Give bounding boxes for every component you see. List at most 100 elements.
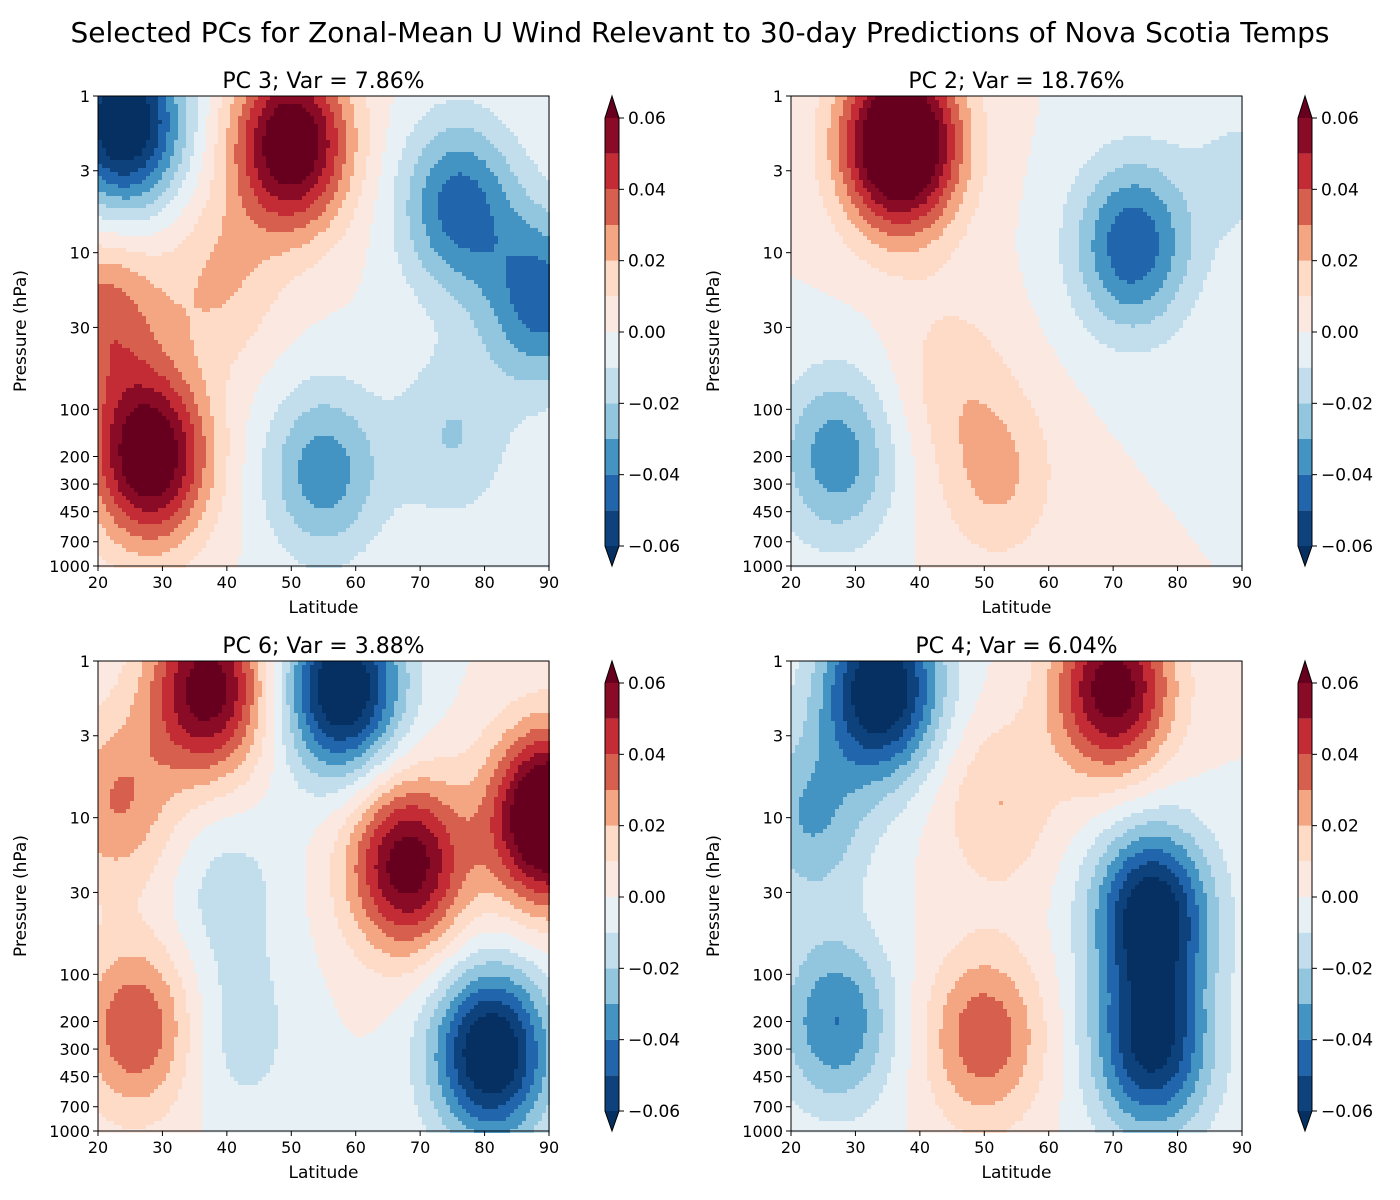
y-tick-label: 30	[763, 318, 783, 337]
colorbar-extend-min	[1298, 1111, 1312, 1131]
colorbar-segment	[1298, 368, 1312, 404]
colorbar: −0.06−0.04−0.020.000.020.040.06	[605, 661, 680, 1131]
colorbar-tick-label: 0.06	[628, 674, 666, 694]
colorbar-segment	[1298, 439, 1312, 475]
y-tick-label: 1	[80, 652, 90, 671]
x-tick-label: 90	[1232, 1138, 1252, 1157]
colorbar-segment	[1298, 225, 1312, 261]
colorbar-tick-label: −0.04	[1321, 1031, 1373, 1051]
y-tick-label: 450	[752, 503, 783, 522]
colorbar-segment	[1298, 754, 1312, 790]
colorbar-segment	[1298, 933, 1312, 969]
x-tick-label: 50	[974, 573, 994, 592]
x-tick-label: 30	[845, 573, 865, 592]
colorbar-segment	[605, 1075, 619, 1111]
colorbar-segment	[1298, 1075, 1312, 1111]
colorbar-tick-label: 0.04	[628, 180, 666, 200]
contour-field	[98, 661, 550, 1133]
colorbar-tick-label: −0.06	[628, 537, 680, 557]
colorbar-tick-label: 0.00	[628, 888, 666, 908]
colorbar-tick-label: −0.06	[1321, 537, 1373, 557]
colorbar-extend-min	[605, 1111, 619, 1131]
colorbar-tick-label: 0.02	[1321, 252, 1359, 272]
colorbar-segment	[605, 439, 619, 475]
contour-field	[791, 96, 1243, 568]
x-tick-label: 90	[539, 1138, 559, 1157]
colorbar-segment	[605, 154, 619, 190]
y-tick-label: 3	[773, 162, 783, 181]
contour-field	[98, 96, 550, 568]
x-tick-label: 50	[281, 573, 301, 592]
y-tick-label: 700	[752, 1098, 783, 1117]
colorbar-segment	[605, 826, 619, 862]
colorbar: −0.06−0.04−0.020.000.020.040.06	[1298, 96, 1373, 566]
x-tick-label: 20	[88, 573, 108, 592]
x-tick-label: 80	[474, 573, 494, 592]
colorbar-segment	[1298, 296, 1312, 332]
colorbar-extend-min	[605, 546, 619, 566]
colorbar-segment	[605, 1004, 619, 1040]
colorbar-segment	[605, 683, 619, 719]
y-tick-label: 100	[59, 400, 90, 419]
y-tick-label: 300	[59, 475, 90, 494]
colorbar-segment	[1298, 118, 1312, 154]
colorbar-tick-label: −0.02	[628, 959, 680, 979]
panel-2: PC 2; Var = 18.76%20 30 40 50 60 70 80 90Latitu…	[704, 69, 1373, 618]
x-tick-label: 40	[217, 1138, 237, 1157]
y-tick-label: 3	[80, 162, 90, 181]
colorbar-segment	[605, 754, 619, 790]
x-tick-label: 50	[974, 1138, 994, 1157]
y-tick-label: 100	[752, 965, 783, 984]
colorbar-segment	[605, 189, 619, 225]
panel-1: PC 3; Var = 7.86%20 30 40 50 60 70 80 90Latitud…	[11, 69, 680, 618]
colorbar-tick-label: 0.02	[628, 817, 666, 837]
panel-3: PC 6; Var = 3.88%20 30 40 50 60 70 80 90Latitud…	[11, 634, 680, 1183]
x-tick-label: 20	[781, 573, 801, 592]
colorbar-segment	[605, 861, 619, 897]
y-tick-label: 450	[59, 1068, 90, 1087]
colorbar-segment	[1298, 968, 1312, 1004]
colorbar-tick-label: 0.06	[1321, 674, 1359, 694]
y-tick-label: 30	[763, 883, 783, 902]
colorbar-segment	[605, 296, 619, 332]
colorbar-segment	[1298, 261, 1312, 297]
y-axis-label: Pressure (hPa)	[704, 270, 724, 392]
colorbar-segment	[605, 368, 619, 404]
x-tick-label: 60	[346, 573, 366, 592]
x-axis-label: Latitude	[289, 1163, 359, 1183]
x-axis-label: Latitude	[289, 598, 359, 618]
colorbar-segment	[1298, 1004, 1312, 1040]
y-tick-label: 10	[70, 244, 90, 263]
x-axis-label: Latitude	[982, 1163, 1052, 1183]
colorbar-extend-max	[605, 661, 619, 683]
y-tick-label: 3	[80, 727, 90, 746]
y-tick-label: 200	[752, 1012, 783, 1031]
colorbar-tick-label: 0.02	[628, 252, 666, 272]
x-tick-label: 90	[1232, 573, 1252, 592]
y-tick-label: 30	[70, 883, 90, 902]
y-tick-label: 3	[773, 727, 783, 746]
colorbar-segment	[1298, 510, 1312, 546]
panel-title: PC 2; Var = 18.76%	[908, 69, 1124, 94]
y-tick-label: 1000	[49, 1122, 90, 1141]
x-tick-label: 70	[1103, 1138, 1123, 1157]
contour-field	[791, 661, 1243, 1133]
colorbar-extend-max	[605, 96, 619, 118]
colorbar-segment	[605, 403, 619, 439]
y-tick-label: 300	[752, 475, 783, 494]
x-tick-label: 60	[346, 1138, 366, 1157]
x-tick-label: 60	[1039, 573, 1059, 592]
colorbar-segment	[1298, 790, 1312, 826]
x-tick-label: 40	[910, 1138, 930, 1157]
colorbar-extend-max	[1298, 661, 1312, 683]
colorbar-tick-label: 0.06	[1321, 109, 1359, 129]
y-tick-label: 30	[70, 318, 90, 337]
x-tick-label: 30	[152, 1138, 172, 1157]
y-tick-label: 100	[59, 965, 90, 984]
x-axis-label: Latitude	[982, 598, 1052, 618]
y-axis-label: Pressure (hPa)	[11, 835, 31, 957]
y-tick-label: 100	[752, 400, 783, 419]
x-tick-label: 20	[88, 1138, 108, 1157]
colorbar-segment	[605, 261, 619, 297]
